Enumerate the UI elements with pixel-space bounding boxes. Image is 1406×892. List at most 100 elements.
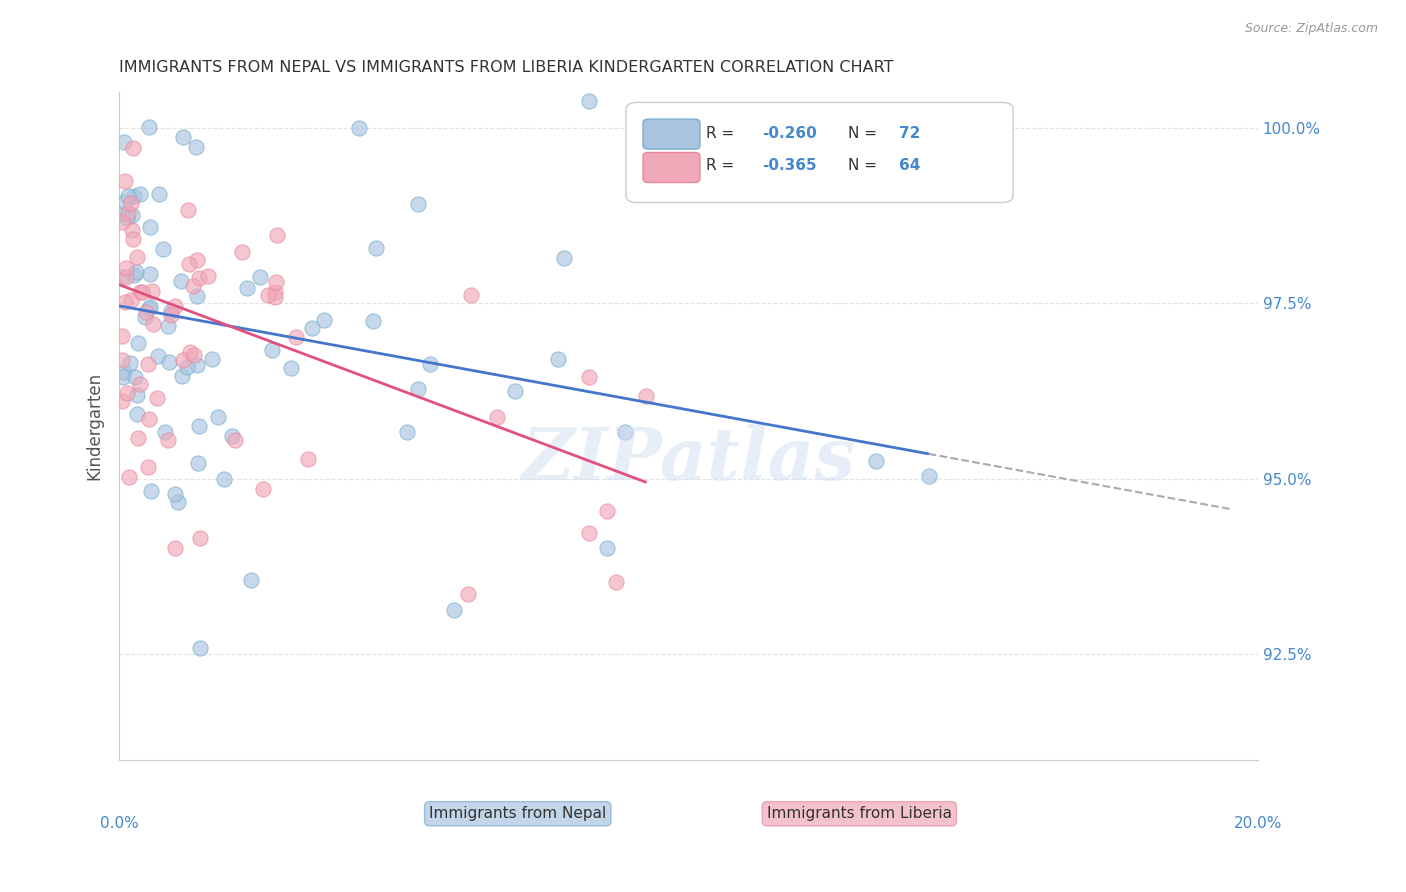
Point xyxy=(239,573,262,587)
Point xyxy=(125,250,148,264)
Point xyxy=(129,377,152,392)
Point xyxy=(249,269,271,284)
Point xyxy=(157,355,180,369)
Point xyxy=(138,411,160,425)
Point xyxy=(186,253,208,268)
Point xyxy=(114,294,136,309)
Point xyxy=(918,468,941,483)
Point xyxy=(186,358,208,372)
Point xyxy=(157,433,180,447)
Point xyxy=(112,135,135,149)
Point xyxy=(114,269,136,284)
Point xyxy=(141,484,163,499)
Point xyxy=(578,525,600,540)
Point xyxy=(115,386,138,401)
Point xyxy=(485,410,508,425)
Point xyxy=(188,640,211,655)
Point xyxy=(138,301,160,315)
Point xyxy=(135,305,157,319)
Point xyxy=(125,407,148,421)
Point xyxy=(111,394,134,409)
Point xyxy=(120,293,142,307)
Point xyxy=(396,425,419,439)
Point xyxy=(124,369,146,384)
Point xyxy=(406,382,429,396)
Point xyxy=(166,495,188,509)
Point xyxy=(266,227,288,242)
Point xyxy=(134,310,156,324)
Point xyxy=(152,243,174,257)
Point xyxy=(181,278,204,293)
Point xyxy=(160,304,183,318)
Point xyxy=(121,208,143,222)
Point xyxy=(176,360,198,375)
Point xyxy=(553,251,575,265)
Point xyxy=(301,321,323,335)
Point xyxy=(118,470,141,484)
Text: 20.0%: 20.0% xyxy=(1233,816,1282,830)
Text: 0.0%: 0.0% xyxy=(100,816,139,830)
Point xyxy=(252,482,274,496)
Point xyxy=(595,504,617,518)
Point xyxy=(188,531,211,545)
Point xyxy=(177,202,200,217)
Point xyxy=(125,387,148,401)
Y-axis label: Kindergarten: Kindergarten xyxy=(86,372,103,480)
Point xyxy=(263,285,285,299)
Point xyxy=(170,368,193,383)
Point xyxy=(347,120,370,135)
Point xyxy=(122,268,145,282)
Point xyxy=(122,189,145,203)
Point xyxy=(361,314,384,328)
Text: Immigrants from Nepal: Immigrants from Nepal xyxy=(429,806,606,822)
Point xyxy=(159,308,181,322)
Point xyxy=(139,268,162,282)
Point xyxy=(148,187,170,202)
Point xyxy=(125,265,148,279)
Point xyxy=(115,260,138,275)
Point xyxy=(170,274,193,288)
Text: -0.260: -0.260 xyxy=(762,126,817,141)
Point xyxy=(111,215,134,229)
Point xyxy=(128,285,150,300)
Point xyxy=(263,290,285,304)
Point xyxy=(111,270,134,285)
Point xyxy=(124,64,146,78)
Point xyxy=(120,196,142,211)
Point xyxy=(139,300,162,314)
Text: R =: R = xyxy=(706,158,738,173)
Point xyxy=(284,330,307,344)
Point xyxy=(112,365,135,379)
Point xyxy=(235,280,257,294)
Point xyxy=(117,211,139,225)
Point xyxy=(257,288,280,302)
Point xyxy=(505,384,527,399)
Point xyxy=(188,271,211,285)
Point xyxy=(614,425,637,440)
Point xyxy=(187,456,209,470)
Point xyxy=(169,15,191,29)
Point xyxy=(201,351,224,366)
Point xyxy=(138,120,160,135)
Point xyxy=(120,40,142,54)
Point xyxy=(156,319,179,334)
Point xyxy=(184,140,207,154)
Point xyxy=(127,336,149,351)
Point xyxy=(172,130,194,145)
Point xyxy=(634,389,657,403)
Point xyxy=(547,352,569,367)
Point xyxy=(314,312,336,326)
Point xyxy=(443,603,465,617)
Point xyxy=(121,223,143,237)
Point xyxy=(163,541,186,555)
Point xyxy=(231,245,253,260)
Point xyxy=(165,487,187,501)
Point xyxy=(172,353,194,368)
Text: N =: N = xyxy=(848,126,882,141)
Point xyxy=(111,353,134,368)
Point xyxy=(186,289,208,303)
Point xyxy=(145,391,167,405)
Point xyxy=(366,241,388,255)
Point xyxy=(460,288,482,302)
Point xyxy=(141,285,163,299)
